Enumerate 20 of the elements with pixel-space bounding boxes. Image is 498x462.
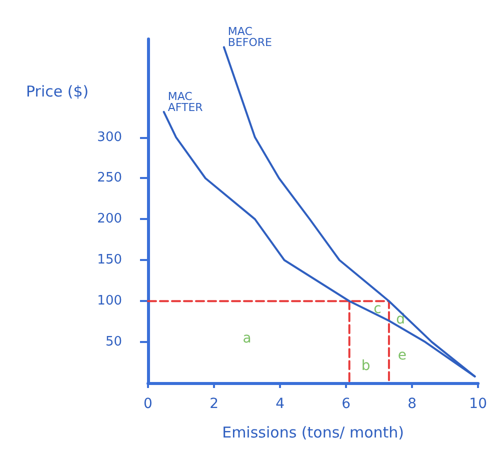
x-tick-label: 10 (469, 396, 488, 412)
y-tick-label: 200 (97, 212, 122, 227)
y-tick-label: 250 (97, 170, 122, 186)
annotation: a (242, 330, 252, 346)
y-tick-label: 50 (105, 334, 122, 350)
x-axis-title: Emissions (tons/ month) (222, 424, 404, 442)
x-tick-label: 2 (210, 396, 218, 412)
x-tick-label: 6 (342, 396, 351, 412)
series-label: MAC AFTER (168, 90, 204, 114)
y-tick-label: 300 (97, 130, 122, 145)
x-tick-label: 4 (276, 396, 285, 412)
y-tick-label: 150 (97, 252, 122, 268)
annotation: b (361, 358, 370, 374)
annotation: c (374, 301, 382, 318)
y-tick-label: 100 (97, 294, 122, 309)
annotation: e (398, 347, 406, 364)
y-axis-title: Price ($) (26, 82, 89, 100)
series-label: MAC BEFORE (228, 25, 272, 50)
x-tick-label: 0 (144, 396, 152, 412)
x-tick-label: 8 (408, 396, 417, 412)
